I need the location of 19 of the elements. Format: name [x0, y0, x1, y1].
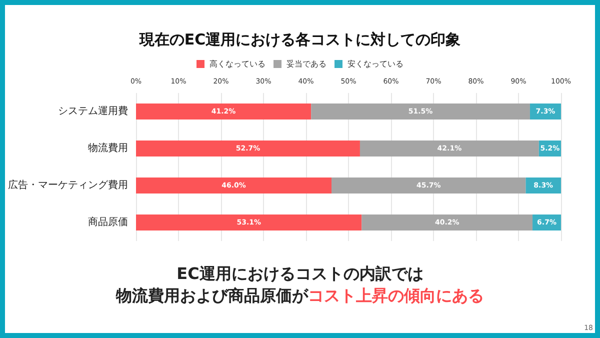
legend-label: 妥当である — [286, 60, 326, 68]
bar — [360, 140, 539, 156]
bar — [136, 140, 360, 156]
bar — [136, 178, 332, 194]
bar — [332, 178, 526, 194]
bar — [136, 214, 362, 230]
legend-label: 高くなっている — [210, 60, 266, 68]
y-tick-label: 物流費用 — [88, 142, 128, 154]
legend-label: 安くなっている — [348, 60, 404, 68]
y-tick-label: 広告・マーケティング費用 — [8, 179, 128, 191]
bar — [311, 104, 530, 120]
text: コスト上昇の傾向にある — [308, 286, 484, 305]
text: EC運用におけるコストの内訳では — [176, 263, 424, 285]
chart-title: 現在のEC運用における各コストに対しての印象 — [138, 30, 461, 48]
y-tick-label: 商品原価 — [88, 216, 128, 228]
y-tick-label: システム運用費 — [58, 105, 128, 117]
bar — [362, 214, 533, 230]
text: 物流費用および商品原価が — [116, 286, 308, 305]
bar — [136, 104, 312, 120]
